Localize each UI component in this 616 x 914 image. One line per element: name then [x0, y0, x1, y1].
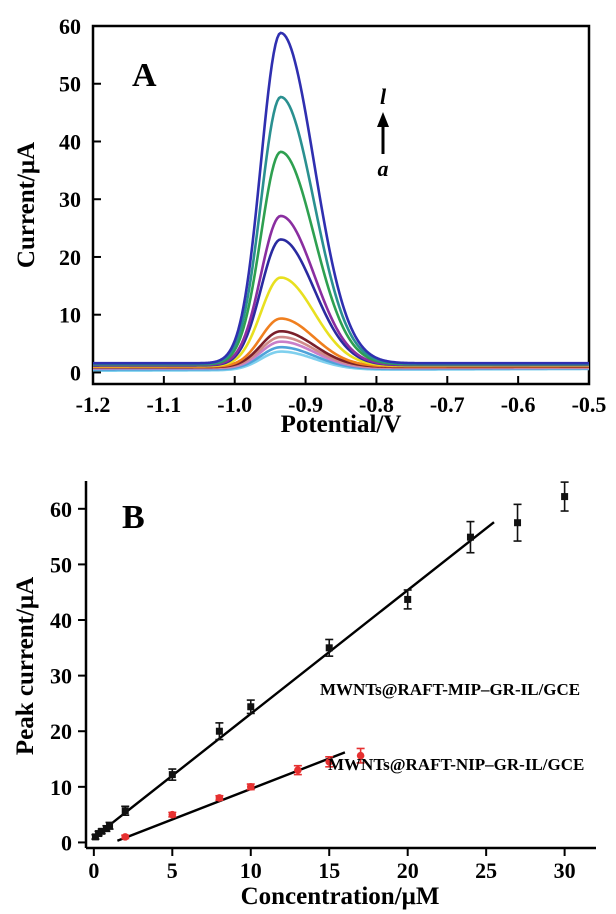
data-point-mip — [168, 768, 177, 781]
panel-b-x-tick-label: 0 — [88, 858, 99, 883]
panel-a-x-ticks: -1.2 -1.1 -1.0 -0.9 -0.8 -0.7 -0.6 -0.5 — [76, 376, 607, 417]
panel-a-plot-frame — [91, 24, 591, 386]
panel-b-y-tick-label: 20 — [50, 719, 72, 744]
data-point-nip — [215, 794, 224, 802]
panel-b-x-axis-title: Concentration/μM — [241, 883, 440, 910]
panel-a-y-ticks: 0 10 20 30 40 50 60 — [59, 14, 101, 385]
panel-a-y-tick-label: 40 — [59, 129, 81, 154]
panel-b-fit-lines — [93, 521, 495, 842]
panel-a-x-tick-label: -1.2 — [76, 392, 111, 417]
panel-b-letter: B — [122, 499, 145, 536]
fit-line-mip — [93, 521, 495, 839]
panel-b-y-tick-label: 10 — [50, 775, 72, 800]
panel-a-y-tick-label: 10 — [59, 303, 81, 328]
panel-b-y-tick-label: 40 — [50, 608, 72, 633]
panel-a-x-tick-label: -0.6 — [501, 392, 536, 417]
data-point-nip — [325, 756, 334, 768]
panel-b-x-tick-label: 10 — [240, 858, 262, 883]
panel-a-x-tick-label: -0.7 — [430, 392, 465, 417]
data-point-mip — [466, 520, 475, 554]
data-point-mip — [105, 821, 114, 830]
square-marker — [247, 703, 255, 711]
arrow-top-label: l — [380, 84, 387, 109]
panel-a-x-tick-label: -1.1 — [146, 392, 181, 417]
square-marker — [168, 771, 176, 779]
panel-a-y-tick-label: 30 — [59, 187, 81, 212]
panel-b-y-tick-label: 0 — [61, 830, 72, 855]
square-marker — [121, 807, 129, 815]
circle-marker — [294, 766, 302, 774]
data-point-mip — [121, 805, 130, 816]
panel-a-x-tick-label: -1.0 — [217, 392, 252, 417]
up-arrow-icon — [377, 112, 389, 154]
square-marker — [404, 595, 412, 603]
data-point-mip — [560, 481, 569, 512]
panel-b-x-tick-label: 20 — [397, 858, 419, 883]
panel-a-x-tick-label: -0.9 — [288, 392, 323, 417]
panel-a-y-tick-label: 50 — [59, 72, 81, 97]
data-point-mip — [513, 503, 522, 542]
square-marker — [106, 822, 114, 830]
panel-b-x-tick-label: 30 — [554, 858, 576, 883]
panel-b-points — [91, 481, 569, 841]
circle-marker — [246, 783, 255, 791]
square-marker — [215, 727, 223, 735]
panel-b-y-tick-label: 50 — [50, 552, 72, 577]
circle-marker — [168, 810, 177, 819]
data-point-mip — [246, 699, 255, 715]
panel-b-x-tick-label: 15 — [318, 858, 340, 883]
panel-a-y-tick-label: 0 — [70, 360, 81, 385]
series-label-nip: MWNTs@RAFT-NIP–GR-IL/GCE — [328, 755, 584, 774]
circle-marker — [356, 751, 365, 760]
panel-a-curves — [92, 31, 590, 373]
arrow-bottom-label: a — [378, 156, 389, 181]
panel-b-x-tick-label: 5 — [167, 858, 178, 883]
panel-b-x-tick-label: 25 — [475, 858, 497, 883]
panel-b-chart: 0 5 10 15 20 25 30 0 10 20 30 40 50 60 B MWNTs@RAFT-… — [12, 481, 596, 910]
square-marker — [325, 644, 333, 652]
panel-a-y-tick-label: 20 — [59, 245, 81, 270]
square-marker — [466, 533, 474, 541]
panel-b-y-tick-label: 60 — [50, 497, 72, 522]
square-marker — [514, 519, 522, 527]
series-label-mip: MWNTs@RAFT-MIP–GR-IL/GCE — [320, 680, 580, 699]
circle-marker — [215, 794, 224, 802]
data-point-mip — [403, 589, 412, 610]
panel-b-y-ticks: 0 10 20 30 40 50 60 — [50, 497, 86, 855]
panel-a-y-axis-title: Current/μA — [13, 142, 40, 268]
panel-a-letter: A — [132, 57, 157, 94]
fit-line-nip — [116, 751, 346, 842]
panel-a-x-tick-label: -0.8 — [359, 392, 394, 417]
panel-b-y-axis-title: Peak current/μA — [12, 577, 39, 755]
panel-b-x-ticks: 0 5 10 15 20 25 30 — [88, 848, 576, 883]
panel-a-chart: -1.2 -1.1 -1.0 -0.9 -0.8 -0.7 -0.6 -0.5 0 10 20 30… — [13, 14, 606, 438]
data-point-mip — [215, 722, 224, 741]
voltammogram-curve-12 — [93, 31, 589, 365]
panel-a-x-tick-label: -0.5 — [572, 392, 607, 417]
panel-b-y-tick-label: 30 — [50, 664, 72, 689]
data-point-nip — [121, 833, 130, 841]
data-point-nip — [293, 764, 302, 776]
square-marker — [98, 827, 106, 835]
panel-a-y-tick-label: 60 — [59, 14, 81, 39]
data-point-nip — [246, 783, 255, 791]
data-point-nip — [356, 747, 365, 764]
panel-a-x-axis-title: Potential/V — [281, 411, 402, 438]
circle-marker — [121, 833, 130, 841]
square-marker — [561, 493, 569, 501]
data-point-mip — [325, 638, 334, 657]
data-point-nip — [168, 810, 177, 819]
circle-marker — [325, 758, 334, 766]
